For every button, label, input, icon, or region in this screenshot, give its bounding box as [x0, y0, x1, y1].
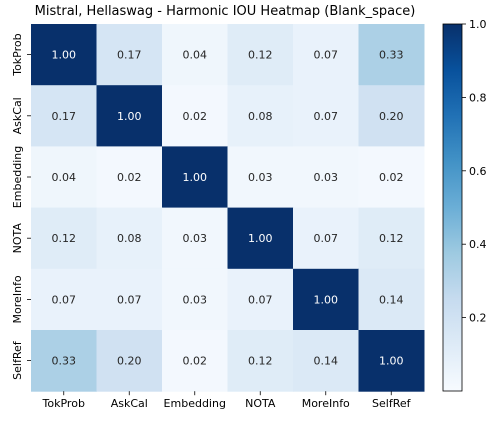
- cell-value-label: 1.00: [52, 49, 77, 62]
- heatmap-cell-3-0: [31, 207, 97, 270]
- colorbar-frame: [442, 23, 463, 392]
- heatmap-cell-2-5: [358, 146, 425, 209]
- heatmap-cell-0-3: [227, 24, 294, 86]
- heatmap-cell-0-2: [162, 24, 228, 86]
- cell-value-label: 0.12: [248, 355, 273, 368]
- cell-value-label: 0.04: [52, 171, 77, 184]
- cell-value-label: 1.00: [248, 232, 273, 245]
- heatmap-cell-2-3: [227, 146, 294, 209]
- y-tick-label: NOTA: [11, 223, 24, 254]
- x-tick-label: AskCal: [111, 397, 148, 410]
- colorbar-tick-label: 0.4: [469, 238, 487, 251]
- cell-value-label: 0.17: [117, 49, 142, 62]
- heatmap-cell-4-1: [96, 268, 163, 331]
- heatmap-cell-3-4: [293, 207, 359, 270]
- heatmap-cell-0-5: [358, 24, 425, 86]
- cell-value-label: 0.12: [248, 49, 273, 62]
- heatmap-cell-4-3: [227, 268, 294, 331]
- colorbar: [443, 24, 462, 391]
- heatmap-cell-1-5: [358, 85, 425, 147]
- heatmap-cell-3-1: [96, 207, 163, 270]
- y-tick-label: TokProb: [11, 33, 24, 76]
- cell-value-label: 1.00: [117, 110, 142, 123]
- cell-value-label: 0.02: [183, 110, 208, 123]
- cell-value-label: 1.00: [379, 355, 404, 368]
- heatmap-cell-1-0: [31, 85, 97, 147]
- cell-value-label: 0.12: [52, 232, 77, 245]
- heatmap-cell-5-1: [96, 330, 163, 392]
- cell-value-label: 0.33: [52, 355, 77, 368]
- heatmap-cell-1-1: [96, 85, 163, 147]
- x-tick-label: NOTA: [245, 397, 276, 410]
- heatmap-cell-0-0: [31, 24, 97, 86]
- heatmap-cell-4-2: [162, 268, 228, 331]
- heatmap-cell-4-0: [31, 268, 97, 331]
- colorbar-tick-label: 0.6: [469, 165, 487, 178]
- heatmap-cell-0-4: [293, 24, 359, 86]
- cell-value-label: 0.07: [314, 49, 339, 62]
- cell-value-label: 0.02: [117, 171, 142, 184]
- y-tick-label: SelfRef: [11, 340, 24, 380]
- cell-value-label: 0.14: [379, 293, 404, 306]
- x-tick-label: SelfRef: [372, 397, 412, 410]
- chart-title: Mistral, Hellaswag - Harmonic IOU Heatma…: [34, 4, 416, 19]
- cell-value-label: 0.20: [117, 355, 142, 368]
- heatmap-cell-2-2: [162, 146, 228, 209]
- cell-value-label: 0.07: [314, 110, 339, 123]
- cell-value-label: 0.17: [52, 110, 77, 123]
- cell-value-label: 0.14: [314, 355, 339, 368]
- heatmap-cell-5-3: [227, 330, 294, 392]
- x-tick-label: MoreInfo: [302, 397, 350, 410]
- cell-value-label: 0.03: [314, 171, 339, 184]
- cell-value-label: 0.07: [117, 293, 142, 306]
- y-tick-label: MoreInfo: [11, 275, 24, 323]
- heatmap-cell-3-5: [358, 207, 425, 270]
- heatmap-cell-1-2: [162, 85, 228, 147]
- cell-value-label: 0.33: [379, 49, 404, 62]
- cell-value-label: 0.03: [248, 171, 273, 184]
- heatmap-cell-2-1: [96, 146, 163, 209]
- heatmap-cell-1-4: [293, 85, 359, 147]
- heatmap-cell-5-2: [162, 330, 228, 392]
- cell-value-label: 0.07: [248, 293, 273, 306]
- heatmap-cell-5-0: [31, 330, 97, 392]
- y-tick-label: Embedding: [11, 146, 24, 208]
- x-tick-label: Embedding: [164, 397, 226, 410]
- cell-value-label: 0.08: [117, 232, 142, 245]
- y-tick-label: AskCal: [11, 97, 24, 134]
- colorbar-tick-label: 0.8: [469, 91, 487, 104]
- heatmap-cell-2-0: [31, 146, 97, 209]
- heatmap-cell-4-5: [358, 268, 425, 331]
- cell-value-label: 0.08: [248, 110, 273, 123]
- cell-value-label: 0.07: [52, 293, 77, 306]
- heatmap-cell-0-1: [96, 24, 163, 86]
- cell-value-label: 0.07: [314, 232, 339, 245]
- x-tick-label: TokProb: [42, 397, 85, 410]
- heatmap-cell-5-5: [358, 330, 425, 392]
- cell-value-label: 0.20: [379, 110, 404, 123]
- cell-value-label: 0.02: [379, 171, 404, 184]
- colorbar-tick-label: 1.0: [469, 18, 487, 31]
- heatmap-cell-4-4: [293, 268, 359, 331]
- cell-value-label: 1.00: [183, 171, 208, 184]
- colorbar-tick-label: 0.2: [469, 312, 487, 325]
- cell-value-label: 0.03: [183, 293, 208, 306]
- cell-value-label: 0.12: [379, 232, 404, 245]
- heatmap-cell-1-3: [227, 85, 294, 147]
- heatmap-cell-3-3: [227, 207, 294, 270]
- cell-value-label: 0.04: [183, 49, 208, 62]
- heatmap-cell-5-4: [293, 330, 359, 392]
- heatmap-cell-2-4: [293, 146, 359, 209]
- cell-value-label: 0.02: [183, 355, 208, 368]
- cell-value-label: 1.00: [314, 293, 339, 306]
- cell-value-label: 0.03: [183, 232, 208, 245]
- heatmap-cell-3-2: [162, 207, 228, 270]
